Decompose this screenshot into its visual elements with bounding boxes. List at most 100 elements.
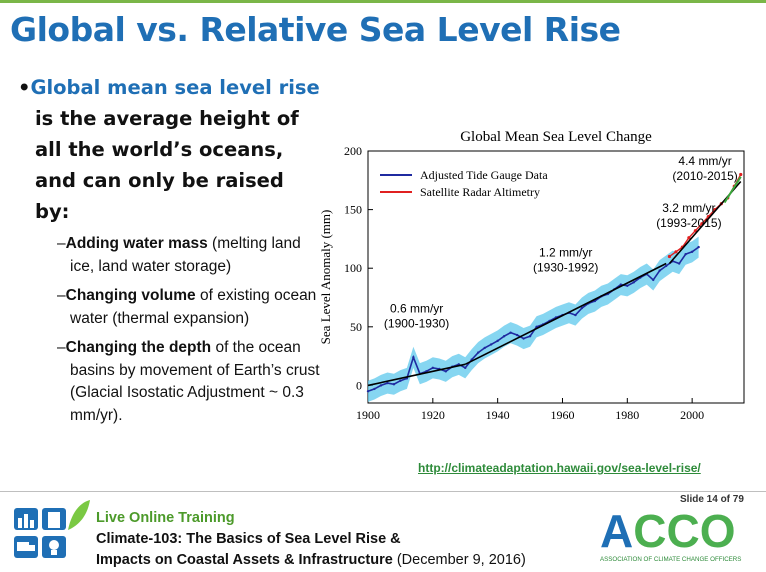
- tide-gauge-point: [658, 269, 661, 272]
- sub-bullet-bold: Changing the depth: [65, 339, 212, 356]
- bullet-highlight: Global mean sea level rise: [30, 76, 320, 99]
- x-tick-label: 1920: [421, 408, 445, 422]
- trend-period-label: (1993-2015): [656, 216, 721, 230]
- x-tick-label: 1900: [356, 408, 380, 422]
- trend-line: [723, 176, 742, 204]
- trend-line: [464, 262, 667, 366]
- sub-bullet-text: of the ocean basins by movement of Earth…: [70, 339, 320, 424]
- tide-gauge-point: [690, 250, 694, 253]
- sub-bullet-dash: –: [57, 339, 66, 356]
- sub-bullet-item: –Changing the depth of the ocean basins …: [18, 337, 323, 427]
- tide-gauge-point: [483, 346, 486, 350]
- acco-letter: A: [600, 505, 633, 557]
- legend-label-satellite: Satellite Radar Altimetry: [420, 185, 540, 199]
- tide-gauge-point: [697, 245, 700, 249]
- tide-gauge-point: [665, 264, 668, 268]
- tide-gauge-point: [379, 384, 383, 387]
- sub-bullet-bold: Adding water mass: [65, 235, 208, 252]
- y-tick-label: 50: [350, 320, 362, 334]
- tide-gauge-point: [386, 381, 389, 385]
- sub-bullet-dash: –: [57, 235, 66, 252]
- acco-logo-text: ACCO: [600, 505, 735, 557]
- top-accent-bar: [0, 0, 766, 3]
- tide-gauge-point: [444, 370, 447, 373]
- y-tick-label: 100: [344, 261, 362, 275]
- tide-gauge-point: [373, 387, 376, 391]
- acco-letter: C: [633, 505, 666, 557]
- x-tick-label: 1980: [615, 408, 639, 422]
- tide-gauge-point: [652, 278, 655, 282]
- footer-line2: Climate-103: The Basics of Sea Level Ris…: [96, 531, 401, 547]
- tide-gauge-point: [412, 356, 415, 359]
- tide-gauge-point: [515, 333, 519, 337]
- tide-gauge-point: [502, 334, 506, 338]
- x-tick-label: 2000: [680, 408, 704, 422]
- tide-gauge-point: [574, 313, 577, 317]
- satellite-point: [693, 229, 697, 233]
- footer-divider: [0, 491, 766, 492]
- trend-period-label: (1900-1930): [384, 317, 449, 331]
- footer-line3: Impacts on Coastal Assets & Infrastructu…: [96, 552, 393, 568]
- tide-gauge-point: [496, 339, 499, 343]
- chart-title: Global Mean Sea Level Change: [460, 129, 652, 145]
- source-link[interactable]: http://climateadaptation.hawaii.gov/sea-…: [418, 461, 701, 475]
- sub-bullet-item: –Adding water mass (melting land ice, la…: [18, 233, 323, 278]
- satellite-point: [667, 254, 672, 259]
- y-tick-label: 150: [344, 203, 362, 217]
- trend-rate-label: 3.2 mm/yr: [662, 201, 715, 215]
- acco-logo-subtitle: ASSOCIATION OF CLIMATE CHANGE OFFICERS: [600, 556, 741, 563]
- tide-gauge-point: [580, 306, 584, 310]
- satellite-point: [674, 250, 678, 254]
- trend-period-label: (2010-2015): [672, 169, 737, 183]
- bullet-marker: •: [18, 76, 31, 99]
- main-bullet: •Global mean sea level rise is the avera…: [18, 72, 323, 227]
- satellite-point: [739, 172, 743, 177]
- tide-gauge-point: [528, 334, 532, 338]
- tide-gauge-point: [392, 383, 396, 386]
- tide-gauge-point: [431, 366, 435, 370]
- y-tick-label: 0: [356, 378, 362, 392]
- footer-icons: [14, 500, 90, 558]
- tide-gauge-point: [489, 343, 493, 346]
- bullet-text: is the average height of all the world’s…: [35, 107, 299, 223]
- tide-gauge-point: [509, 331, 512, 334]
- sea-level-chart: Global Mean Sea Level Change 1900 1920 1940…: [318, 129, 745, 422]
- tide-gauge-point: [522, 337, 525, 340]
- sub-bullet-item: –Changing volume of existing ocean water…: [18, 285, 323, 330]
- footer-line1: Live Online Training: [96, 510, 235, 526]
- tide-gauge-point: [626, 284, 629, 287]
- sub-bullet-list: –Adding water mass (melting land ice, la…: [18, 233, 323, 427]
- tide-gauge-point: [366, 390, 370, 393]
- y-axis-label: Sea Level Anomaly (mm): [318, 210, 333, 345]
- tide-gauge-line: [367, 246, 700, 393]
- legend-label-tide-gauge: Adjusted Tide Gauge Data: [420, 168, 548, 182]
- tide-gauge-point: [632, 281, 635, 284]
- slide-number: Slide 14 of 79: [680, 494, 744, 505]
- acco-letter: C: [666, 505, 699, 557]
- trend-line: [367, 363, 466, 387]
- sub-bullet-text: of existing ocean water (thermal expansi…: [70, 287, 317, 327]
- leaf-icon: [68, 500, 90, 530]
- acco-logo: ACCO ASSOCIATION OF CLIMATE CHANGE OFFIC…: [600, 505, 741, 563]
- bullet-section: •Global mean sea level rise is the avera…: [18, 72, 323, 434]
- tide-gauge-point: [677, 262, 681, 265]
- sub-bullet-bold: Changing volume: [65, 287, 196, 304]
- footer-text: Live Online Training Climate-103: The Ba…: [96, 508, 526, 571]
- tide-gauge-point: [464, 366, 467, 370]
- tide-gauge-point: [477, 351, 480, 354]
- trend-rate-label: 4.4 mm/yr: [678, 154, 731, 168]
- slide-title: Global vs. Relative Sea Level Rise: [10, 10, 621, 49]
- trend-rate-label: 0.6 mm/yr: [390, 302, 443, 316]
- satellite-point: [687, 236, 691, 240]
- x-tick-label: 1960: [550, 408, 574, 422]
- footer-date: (December 9, 2016): [392, 552, 526, 568]
- y-tick-label: 200: [344, 144, 362, 158]
- sub-bullet-dash: –: [57, 287, 66, 304]
- trend-rate-label: 1.2 mm/yr: [539, 245, 592, 259]
- acco-letter: O: [700, 505, 736, 557]
- tide-gauge-band: [368, 236, 699, 402]
- sub-bullet-text: (melting land ice, land water storage): [70, 235, 301, 275]
- trend-period-label: (1930-1992): [533, 260, 598, 274]
- x-tick-label: 1940: [486, 408, 510, 422]
- tide-gauge-point: [399, 379, 402, 382]
